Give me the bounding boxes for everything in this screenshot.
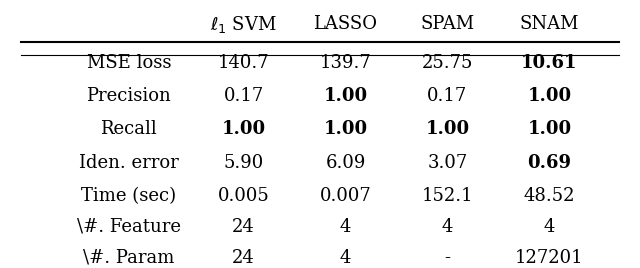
Text: 10.61: 10.61	[521, 54, 578, 72]
Text: 25.75: 25.75	[422, 54, 473, 72]
Text: SPAM: SPAM	[420, 16, 474, 34]
Text: 139.7: 139.7	[319, 54, 371, 72]
Text: 0.007: 0.007	[319, 187, 371, 205]
Text: MSE loss: MSE loss	[86, 54, 171, 72]
Text: Iden. error: Iden. error	[79, 154, 179, 172]
Text: 3.07: 3.07	[428, 154, 468, 172]
Text: -: -	[444, 249, 451, 267]
Text: 4: 4	[340, 218, 351, 236]
Text: \#. Param: \#. Param	[83, 249, 175, 267]
Text: 5.90: 5.90	[223, 154, 264, 172]
Text: \#. Feature: \#. Feature	[77, 218, 181, 236]
Text: 24: 24	[232, 218, 255, 236]
Text: 0.005: 0.005	[218, 187, 269, 205]
Text: 140.7: 140.7	[218, 54, 269, 72]
Text: Time (sec): Time (sec)	[81, 187, 177, 205]
Text: 1.00: 1.00	[426, 121, 470, 139]
Text: 1.00: 1.00	[527, 87, 572, 105]
Text: 127201: 127201	[515, 249, 584, 267]
Text: 1.00: 1.00	[323, 87, 367, 105]
Text: 4: 4	[544, 218, 555, 236]
Text: 6.09: 6.09	[325, 154, 365, 172]
Text: 0.69: 0.69	[527, 154, 572, 172]
Text: 152.1: 152.1	[422, 187, 473, 205]
Text: 1.00: 1.00	[527, 121, 572, 139]
Text: Recall: Recall	[100, 121, 157, 139]
Text: 0.17: 0.17	[223, 87, 264, 105]
Text: 1.00: 1.00	[323, 121, 367, 139]
Text: 4: 4	[340, 249, 351, 267]
Text: LASSO: LASSO	[314, 16, 378, 34]
Text: 4: 4	[442, 218, 453, 236]
Text: 24: 24	[232, 249, 255, 267]
Text: $\ell_1$ SVM: $\ell_1$ SVM	[210, 14, 277, 35]
Text: 48.52: 48.52	[524, 187, 575, 205]
Text: Precision: Precision	[86, 87, 172, 105]
Text: 1.00: 1.00	[221, 121, 266, 139]
Text: SNAM: SNAM	[520, 16, 579, 34]
Text: 0.17: 0.17	[428, 87, 468, 105]
